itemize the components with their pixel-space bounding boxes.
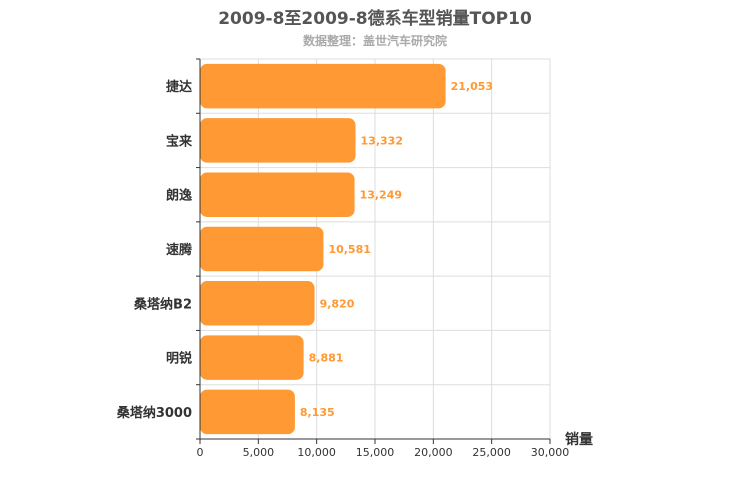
value-label: 13,332 [361, 134, 403, 147]
bar [200, 226, 324, 272]
x-tick-label: 20,000 [414, 446, 453, 459]
category-label: 宝来 [166, 133, 193, 149]
bar [200, 172, 355, 217]
category-label: 明锐 [166, 351, 192, 367]
value-label: 9,820 [320, 297, 355, 310]
x-axis-title: 销量 [565, 431, 593, 448]
bar [200, 63, 446, 109]
category-label: 速腾 [166, 242, 193, 258]
chart-subtitle: 数据整理：盖世汽车研究院 [302, 34, 447, 48]
x-tick-label: 0 [197, 446, 204, 459]
bar [200, 281, 315, 326]
category-label: 桑塔纳3000 [116, 405, 192, 421]
value-label: 8,135 [300, 406, 335, 419]
category-label: 捷达 [166, 79, 192, 95]
bar [200, 335, 304, 380]
category-label: 朗逸 [166, 188, 192, 204]
x-tick-label: 10,000 [297, 446, 336, 459]
x-tick-label: 25,000 [472, 446, 511, 459]
value-label: 13,249 [360, 189, 402, 202]
bar [200, 389, 295, 435]
value-label: 21,053 [451, 80, 493, 93]
bar [200, 118, 356, 163]
chart-title: 2009-8至2009-8德系车型销量TOP10 [218, 9, 532, 29]
value-label: 8,881 [309, 352, 344, 365]
x-tick-label: 15,000 [356, 446, 395, 459]
category-label: 桑塔纳B2 [133, 296, 192, 312]
x-tick-label: 30,000 [531, 446, 570, 459]
value-label: 10,581 [328, 243, 370, 256]
x-tick-label: 5,000 [243, 446, 275, 459]
